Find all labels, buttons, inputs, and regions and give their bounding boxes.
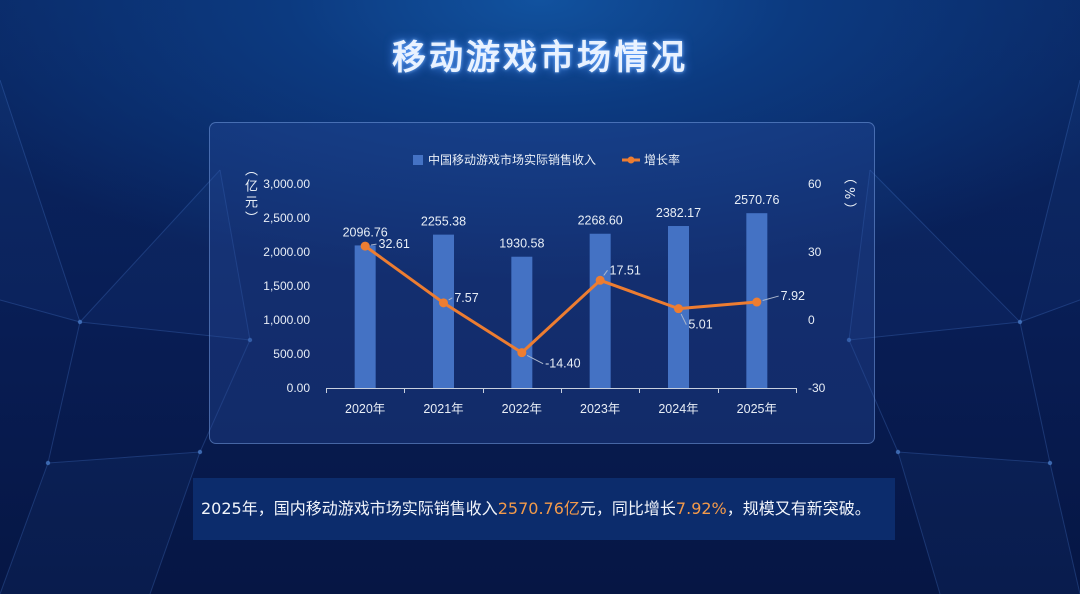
left-axis-tick-label: 0.00	[287, 381, 311, 395]
growth-rate-label: 5.01	[688, 318, 712, 332]
growth-rate-label: 7.92	[781, 289, 805, 303]
label-leader-line	[603, 270, 608, 276]
x-axis-category-label: 2021年	[423, 402, 463, 416]
growth-rate-marker	[360, 241, 370, 251]
growth-rate-marker	[752, 297, 762, 307]
growth-rate-marker	[674, 304, 683, 314]
bar-value-label: 2382.17	[656, 206, 701, 220]
summary-box: 2025年，国内移动游戏市场实际销售收入2570.76亿元，同比增长7.92%，…	[193, 478, 895, 540]
chart-panel: （亿元） （%） 中国移动游戏市场实际销售收入 增长率 0.00 500.00 1,…	[209, 122, 875, 444]
summary-highlight-revenue: 2570.76亿	[497, 499, 580, 518]
legend-swatch-revenue	[413, 155, 423, 165]
growth-rate-label: 32.61	[379, 237, 410, 251]
right-axis-tick-label: 60	[808, 177, 822, 191]
left-axis-unit-label: （亿元）	[242, 163, 257, 227]
bar-value-label: 2268.60	[578, 214, 623, 228]
growth-rate-label: 17.51	[610, 263, 641, 277]
growth-rate-marker	[517, 348, 527, 358]
right-axis-tick-label: -30	[808, 381, 826, 395]
label-leader-line	[370, 243, 377, 246]
x-axis-category-label: 2023年	[580, 402, 620, 416]
summary-text-mid: 元，同比增长	[579, 499, 676, 518]
left-axis-tick-label: 1,000.00	[263, 313, 310, 327]
label-leader-line	[448, 297, 453, 301]
combo-chart: 中国移动游戏市场实际销售收入 增长率 0.00 500.00 1,000.00 1,5…	[263, 152, 826, 416]
growth-rate-marker	[439, 298, 448, 308]
bar-value-label: 2255.38	[421, 215, 466, 229]
legend-swatch-growth-marker	[627, 156, 635, 164]
bar-value-label: 2570.76	[734, 193, 779, 207]
right-axis-unit-label: （%）	[841, 171, 856, 219]
x-axis-category-label: 2024年	[658, 402, 698, 416]
left-axis-tick-label: 2,500.00	[263, 211, 310, 225]
revenue-bar	[589, 233, 611, 388]
bar-value-label: 1930.58	[499, 237, 544, 251]
left-axis-tick-label: 1,500.00	[263, 279, 310, 293]
legend-label-growth: 增长率	[644, 152, 680, 167]
right-axis-tick-label: 30	[808, 245, 822, 259]
leader-lines	[370, 243, 779, 365]
growth-rate-label: -14.40	[545, 357, 580, 371]
x-axis-category-label: 2025年	[737, 402, 777, 416]
legend-label-revenue: 中国移动游戏市场实际销售收入	[428, 152, 596, 167]
page-title: 移动游戏市场情况	[392, 38, 688, 78]
growth-rate-line	[363, 244, 759, 355]
x-axis-category-label: 2020年	[345, 402, 385, 416]
revenue-bar	[354, 245, 376, 388]
left-axis-tick-label: 3,000.00	[263, 177, 310, 191]
summary-highlight-growth: 7.92%	[675, 499, 727, 518]
left-axis-tick-label: 2,000.00	[263, 245, 310, 259]
revenue-bar	[433, 234, 454, 388]
left-axis-tick-label: 500.00	[273, 347, 310, 361]
summary-text-lead: 2025年，国内移动游戏市场实际销售收入	[201, 499, 498, 518]
chart-legend: 中国移动游戏市场实际销售收入 增长率	[413, 152, 680, 167]
label-leader-line	[526, 354, 544, 365]
growth-rate-marker	[595, 275, 605, 285]
growth-rate-label: 7.57	[454, 291, 478, 305]
bar-value-label: 2096.76	[343, 225, 388, 239]
right-axis-tick-label: 0	[808, 313, 815, 327]
revenue-bar	[511, 256, 533, 388]
label-leader-line	[762, 295, 779, 301]
x-axis-category-label: 2022年	[502, 402, 542, 416]
label-leader-line	[680, 313, 687, 325]
summary-text-tail: ，规模又有新突破。	[726, 499, 871, 518]
